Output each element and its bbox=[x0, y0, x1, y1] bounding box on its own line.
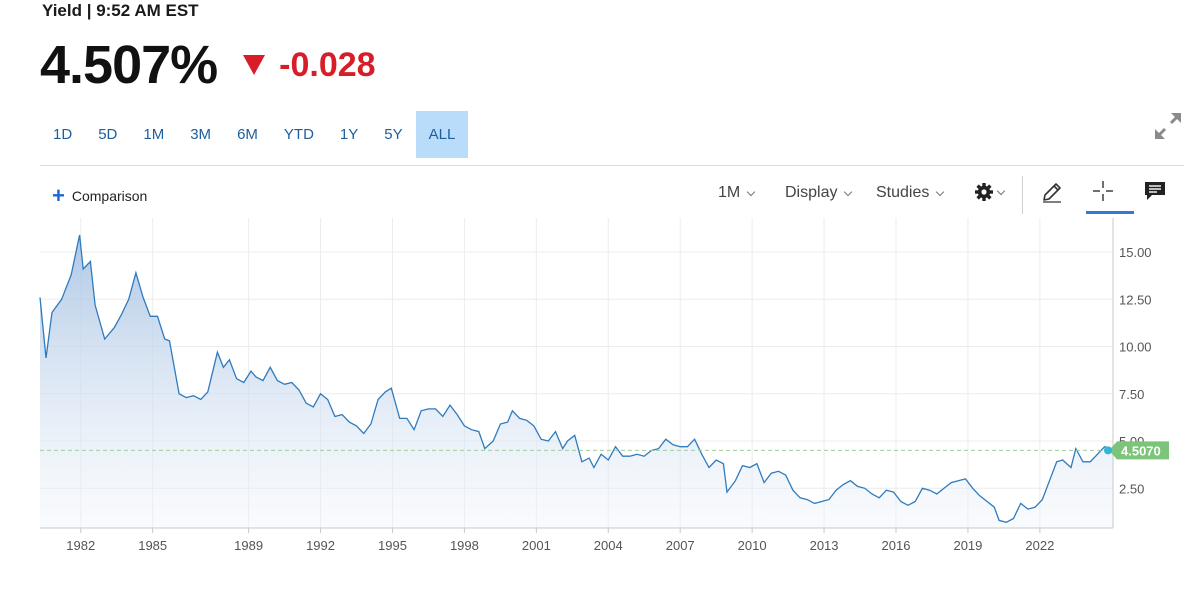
y-tick-label: 15.00 bbox=[1119, 245, 1152, 260]
x-tick-label: 1995 bbox=[378, 538, 407, 553]
x-tick-label: 2001 bbox=[522, 538, 551, 553]
x-tick-label: 1989 bbox=[234, 538, 263, 553]
interval-select[interactable]: 1M bbox=[718, 184, 756, 202]
expand-icon[interactable] bbox=[1152, 110, 1184, 142]
settings-menu[interactable] bbox=[974, 182, 1006, 202]
x-axis: 1982 1985 1989 1992 1995 1998 2001 2004 2007 2010… bbox=[66, 528, 1054, 553]
x-tick-label: 2019 bbox=[953, 538, 982, 553]
x-tick-label: 2016 bbox=[882, 538, 911, 553]
x-tick-label: 2007 bbox=[666, 538, 695, 553]
last-value-label: 4.5070 bbox=[1121, 443, 1161, 458]
x-tick-label: 1998 bbox=[450, 538, 479, 553]
x-tick-label: 1992 bbox=[306, 538, 335, 553]
active-tool-indicator bbox=[1086, 211, 1134, 214]
y-tick-label: 7.50 bbox=[1119, 387, 1144, 402]
price-change-value: -0.028 bbox=[279, 45, 376, 84]
comparison-button[interactable]: + Comparison bbox=[52, 183, 148, 208]
gear-icon bbox=[975, 183, 993, 201]
interval-label: 1M bbox=[718, 184, 741, 201]
time-range-tabs: 1D 5D 1M 3M 6M YTD 1Y 5Y ALL bbox=[40, 111, 469, 158]
price-change: -0.028 bbox=[243, 45, 376, 85]
pencil-icon[interactable] bbox=[1040, 180, 1064, 204]
x-tick-label: 2010 bbox=[738, 538, 767, 553]
y-tick-label: 2.50 bbox=[1119, 481, 1144, 496]
plus-icon: + bbox=[52, 183, 65, 208]
x-tick-label: 2013 bbox=[810, 538, 839, 553]
comment-icon[interactable] bbox=[1144, 181, 1166, 201]
yield-area bbox=[40, 235, 1113, 528]
crosshair-icon[interactable] bbox=[1092, 180, 1114, 202]
yield-line bbox=[39, 234, 1114, 523]
x-tick-label: 1982 bbox=[66, 538, 95, 553]
tab-5y[interactable]: 5Y bbox=[384, 126, 403, 143]
tab-6m[interactable]: 6M bbox=[237, 126, 258, 143]
x-tick-label: 2022 bbox=[1025, 538, 1054, 553]
studies-label: Studies bbox=[876, 184, 930, 201]
last-value-marker bbox=[1104, 446, 1112, 455]
y-tick-label: 10.00 bbox=[1119, 340, 1152, 355]
display-menu[interactable]: Display bbox=[785, 184, 853, 202]
chart-toolbar: 1M Display Studies bbox=[0, 180, 1200, 210]
quote-title: Yield | 9:52 AM EST bbox=[42, 1, 199, 20]
header-divider bbox=[40, 165, 1184, 166]
x-tick-label: 2004 bbox=[594, 538, 623, 553]
studies-menu[interactable]: Studies bbox=[876, 184, 945, 202]
tab-5d[interactable]: 5D bbox=[98, 126, 118, 143]
tab-all[interactable]: ALL bbox=[415, 111, 469, 158]
tab-1m[interactable]: 1M bbox=[143, 126, 165, 143]
tab-1y[interactable]: 1Y bbox=[339, 126, 359, 143]
tab-ytd[interactable]: YTD bbox=[283, 126, 314, 143]
last-price: 4.507% bbox=[40, 35, 218, 95]
comparison-label: Comparison bbox=[71, 188, 148, 204]
last-value-badge: 4.5070 bbox=[1104, 441, 1169, 460]
x-tick-label: 1985 bbox=[138, 538, 167, 553]
down-arrow-icon bbox=[243, 55, 266, 75]
tab-1d[interactable]: 1D bbox=[53, 126, 73, 143]
toolbar-divider bbox=[1022, 176, 1023, 214]
tab-3m[interactable]: 3M bbox=[190, 126, 212, 143]
display-label: Display bbox=[785, 184, 838, 201]
y-tick-label: 12.50 bbox=[1119, 292, 1152, 307]
price-row: 4.507% -0.028 bbox=[40, 30, 376, 100]
